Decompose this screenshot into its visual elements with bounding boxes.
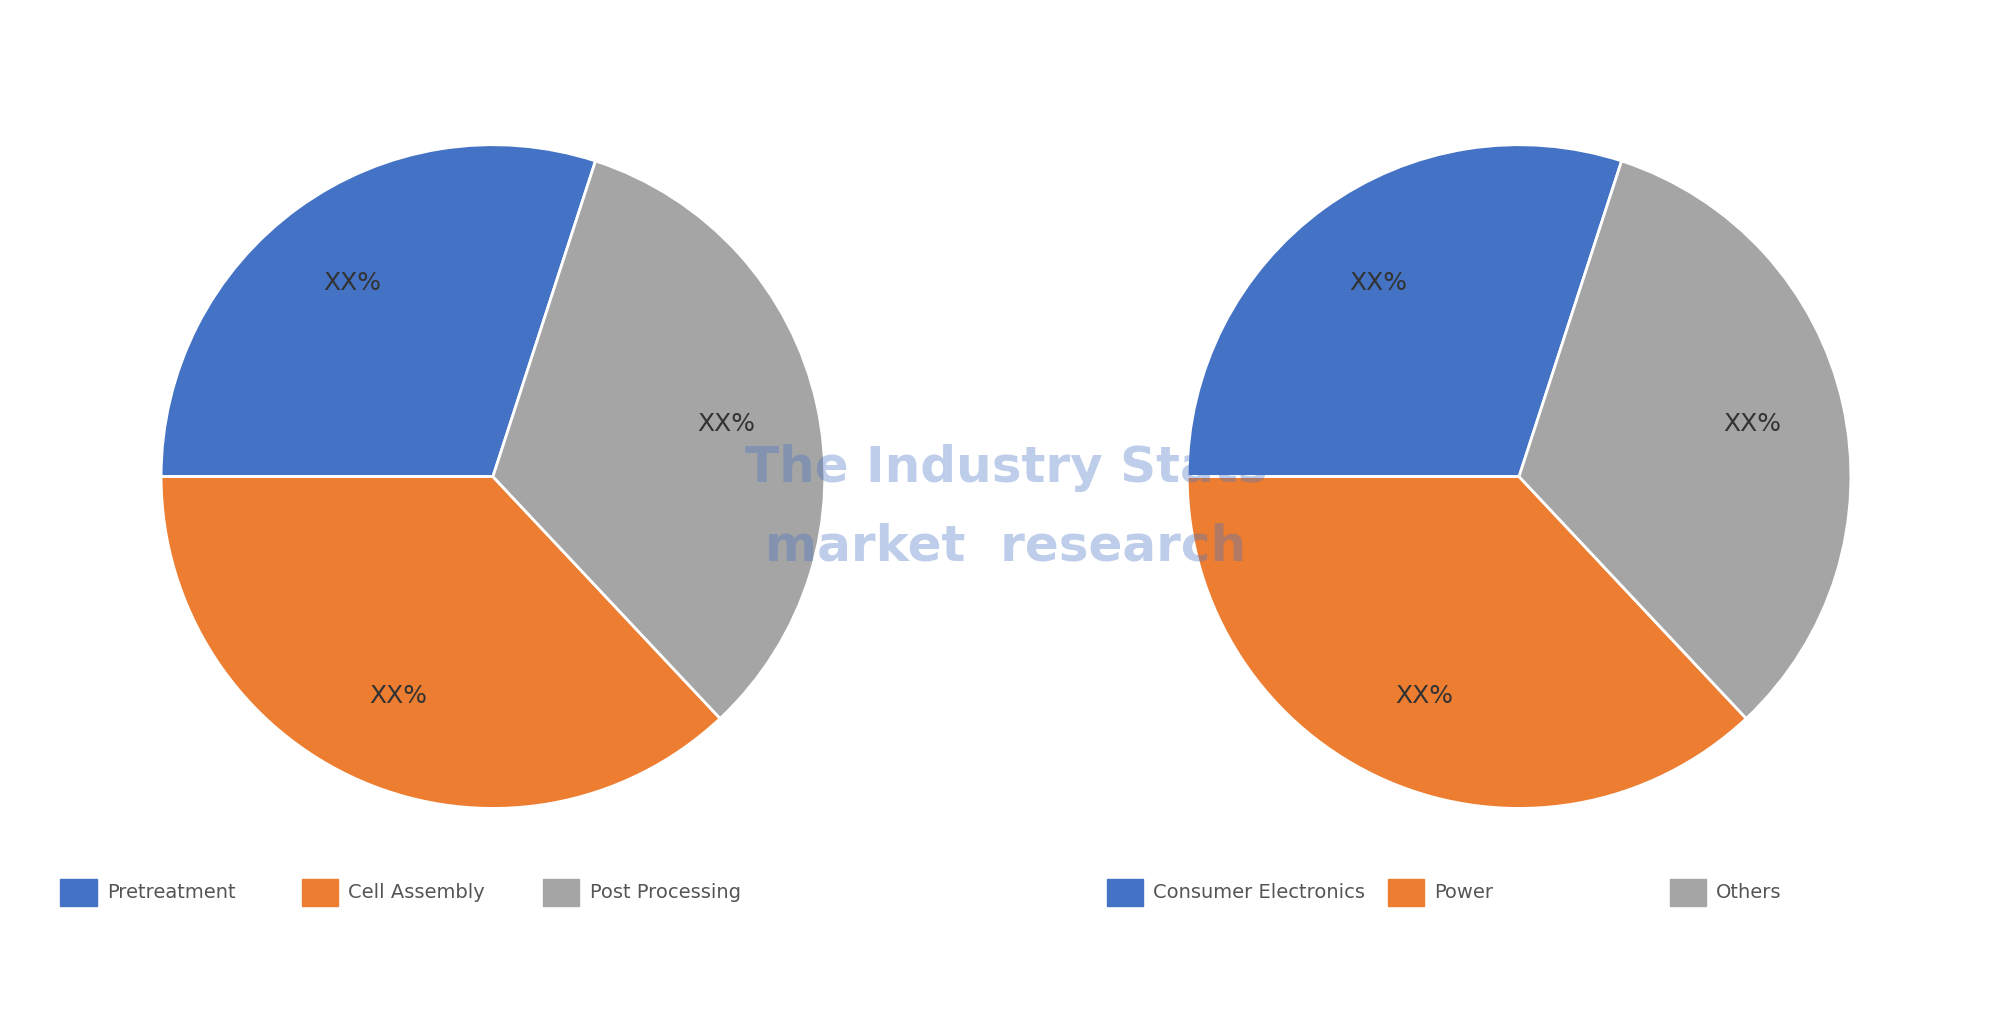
Text: XX%: XX% — [368, 683, 427, 708]
Text: Source: Theindustrystats Analysis: Source: Theindustrystats Analysis — [40, 967, 386, 985]
Text: Others: Others — [1716, 883, 1783, 901]
Bar — [60, 878, 97, 907]
Wedge shape — [1519, 161, 1851, 719]
Wedge shape — [1187, 145, 1622, 477]
Bar — [1670, 878, 1706, 907]
Wedge shape — [161, 145, 596, 477]
Text: Fig. Global Lithium Battery Manufacturing Equipment Market Share by Product Type: Fig. Global Lithium Battery Manufacturin… — [225, 31, 1787, 60]
Bar — [1388, 878, 1424, 907]
Text: XX%: XX% — [1394, 683, 1453, 708]
Wedge shape — [161, 477, 720, 808]
Text: Post Processing: Post Processing — [590, 883, 740, 901]
Text: Power: Power — [1435, 883, 1493, 901]
Text: XX%: XX% — [324, 272, 382, 295]
Text: Pretreatment: Pretreatment — [107, 883, 235, 901]
Text: The Industry Stats
market  research: The Industry Stats market research — [744, 444, 1268, 570]
Text: XX%: XX% — [1722, 413, 1781, 436]
Text: XX%: XX% — [1350, 272, 1408, 295]
Text: Cell Assembly: Cell Assembly — [348, 883, 485, 901]
Text: Email: sales@theindustrystats.com: Email: sales@theindustrystats.com — [829, 967, 1183, 985]
Bar — [543, 878, 579, 907]
Text: Website: www.theindustrystats.com: Website: www.theindustrystats.com — [1604, 967, 1972, 985]
Text: Consumer Electronics: Consumer Electronics — [1153, 883, 1364, 901]
Bar — [302, 878, 338, 907]
Text: XX%: XX% — [696, 413, 754, 436]
Wedge shape — [1187, 477, 1746, 808]
Bar — [1107, 878, 1143, 907]
Wedge shape — [493, 161, 825, 719]
